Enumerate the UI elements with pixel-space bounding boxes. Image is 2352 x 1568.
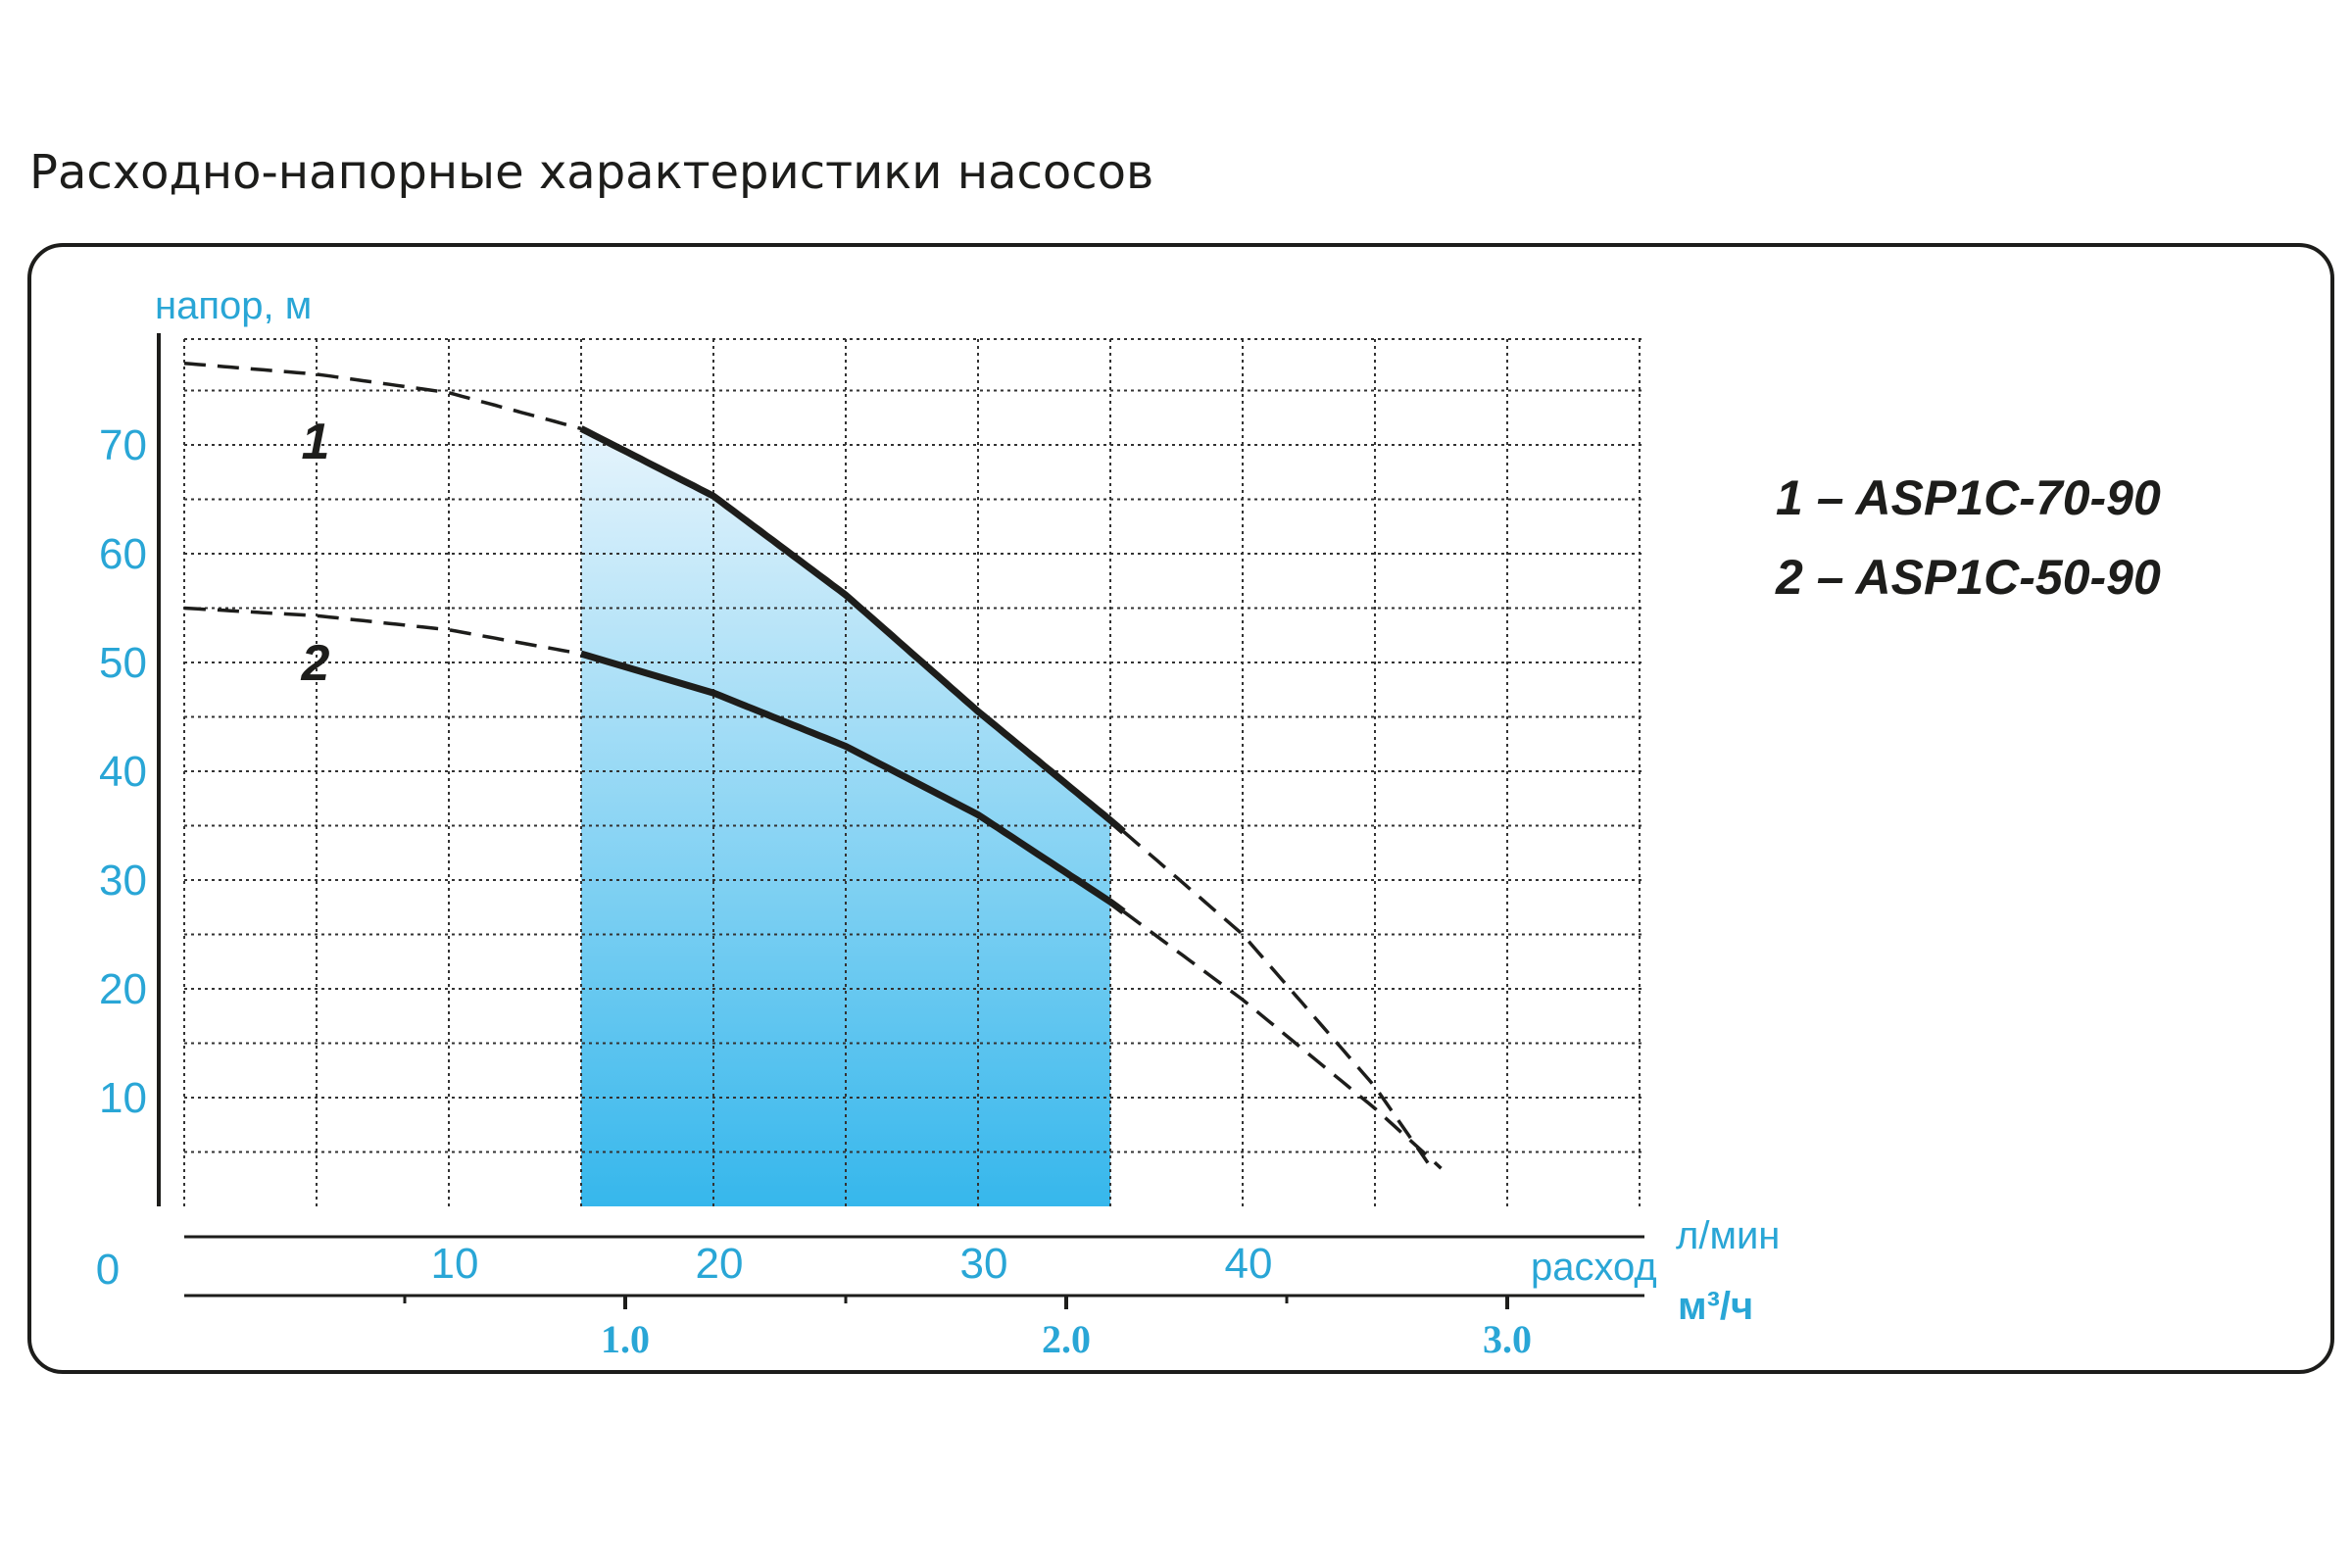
curve-2-solid — [580, 650, 1126, 915]
y-tick-label: 60 — [99, 530, 147, 578]
x-tick-label: 30 — [960, 1240, 1008, 1288]
legend-item-2: 2 – ASP1C-50-90 — [1775, 550, 2161, 605]
x-tick-label: 10 — [431, 1240, 479, 1288]
curve-2-dashed-start — [183, 606, 582, 656]
curve-1-solid — [579, 425, 1126, 835]
y-axis-title: напор, м — [155, 284, 312, 327]
y-tick-label: 70 — [99, 421, 147, 469]
y-tick-label: 20 — [99, 965, 147, 1013]
x-axis-title: расход — [1531, 1246, 1657, 1289]
x-secondary-tick-label: 1.0 — [601, 1317, 650, 1361]
page-title: Расходно-напорные характеристики насосов — [29, 145, 1154, 200]
x-tick-label: 40 — [1225, 1240, 1273, 1288]
curve-2-dashed-end — [1122, 909, 1443, 1170]
x-unit-primary: л/мин — [1676, 1214, 1780, 1257]
curve-2-marker: 2 — [301, 635, 330, 692]
curve-1-dashed-start — [183, 362, 582, 431]
curve-1-dashed-end — [1122, 830, 1430, 1164]
y-tick-label: 50 — [99, 639, 147, 687]
chart-frame — [27, 243, 2334, 1374]
y-tick-label: 40 — [99, 748, 147, 796]
x-secondary-tick-label: 3.0 — [1483, 1317, 1532, 1361]
origin-label: 0 — [96, 1246, 120, 1294]
y-tick-label: 30 — [99, 857, 147, 905]
x-secondary-tick-label: 2.0 — [1042, 1317, 1091, 1361]
x-unit-secondary: м³/ч — [1678, 1285, 1753, 1328]
curve-1-marker: 1 — [302, 414, 330, 470]
x-tick-label: 20 — [696, 1240, 744, 1288]
y-tick-label: 10 — [99, 1074, 147, 1122]
legend-item-1: 1 – ASP1C-70-90 — [1776, 470, 2161, 525]
